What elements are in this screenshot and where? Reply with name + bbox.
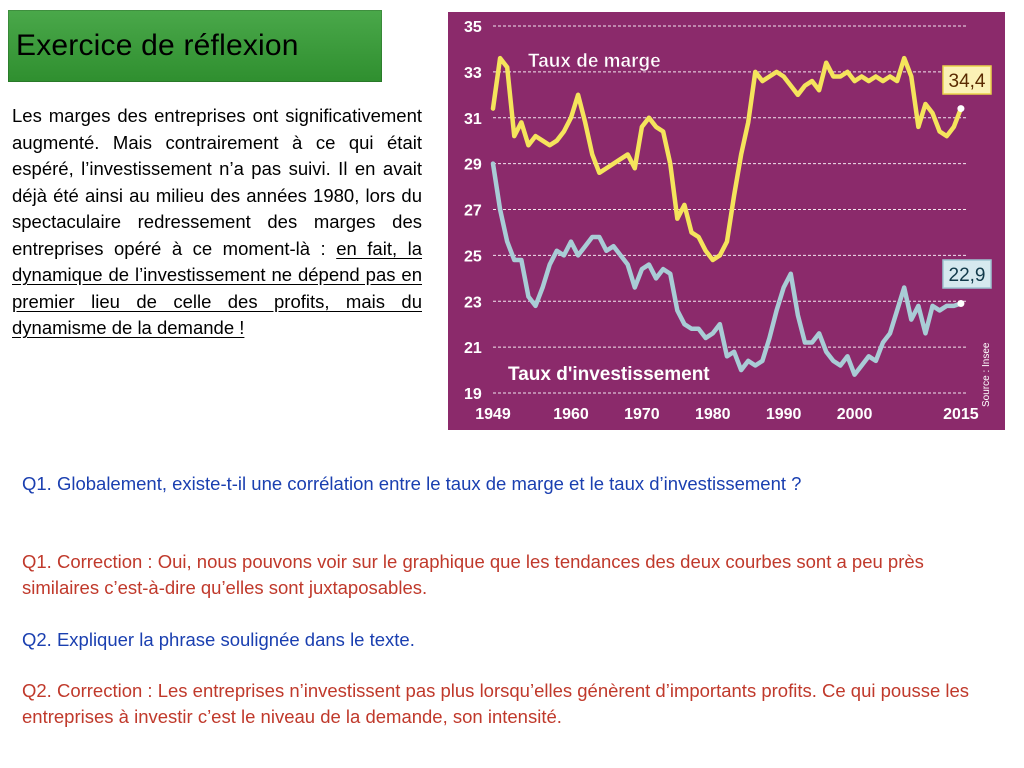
- x-tick-label: 1949: [475, 406, 511, 423]
- series-label-investissement: Taux d'investissement: [508, 364, 710, 385]
- body-text: Les marges des entreprises ont significa…: [12, 103, 422, 342]
- question-2: Q2. Expliquer la phrase soulignée dans l…: [22, 629, 415, 650]
- body-text-normal: Les marges des entreprises ont significa…: [12, 105, 422, 259]
- source-label: Source : Insee: [981, 342, 992, 407]
- x-tick-label: 1980: [695, 406, 731, 423]
- series-label-marge: Taux de marge: [528, 51, 661, 72]
- y-tick-label: 29: [464, 157, 482, 174]
- x-tick-label: 1970: [624, 406, 660, 423]
- chart-svg: 19 21 23 25 27 29 31 33 35 1949 1960 1970 1980 1990 2…: [448, 12, 1005, 430]
- chart: 19 21 23 25 27 29 31 33 35 1949 1960 1970 1980 1990 2…: [448, 12, 1005, 430]
- page-title: Exercice de réflexion: [16, 29, 299, 62]
- y-tick-label: 23: [464, 294, 482, 311]
- y-tick-label: 33: [464, 65, 482, 82]
- series-taux-investissement-line: [490, 161, 964, 377]
- end-label-marge: 34,4: [949, 71, 986, 92]
- end-label-investissement-box: [942, 259, 992, 289]
- series-taux-de-marge-line: [490, 55, 964, 263]
- y-tick-label: 31: [464, 111, 482, 128]
- x-tick-label: 1990: [766, 406, 802, 423]
- title-box: Exercice de réflexion: [8, 10, 382, 82]
- series-taux-investissement-end-point: [957, 300, 965, 308]
- correction-1: Q1. Correction : Oui, nous pouvons voir …: [22, 551, 924, 598]
- series-taux-de-marge-end-point: [957, 105, 965, 113]
- x-tick-label: 2015: [943, 406, 979, 423]
- y-tick-label: 25: [464, 248, 482, 265]
- correction-2: Q2. Correction : Les entreprises n’inves…: [22, 680, 970, 727]
- x-tick-label: 1960: [553, 406, 589, 423]
- y-tick-label: 35: [464, 19, 482, 36]
- body-text-underlined: en fait, la dynamique de l’investissemen…: [12, 237, 423, 339]
- question-1: Q1. Globalement, existe-t-il une corréla…: [22, 473, 802, 494]
- end-label-investissement: 22,9: [949, 265, 986, 286]
- x-tick-label: 2000: [837, 406, 873, 423]
- y-tick-label: 27: [464, 203, 482, 220]
- end-label-marge-box: [942, 65, 992, 95]
- y-tick-label: 21: [464, 340, 482, 357]
- y-tick-label: 19: [464, 386, 482, 403]
